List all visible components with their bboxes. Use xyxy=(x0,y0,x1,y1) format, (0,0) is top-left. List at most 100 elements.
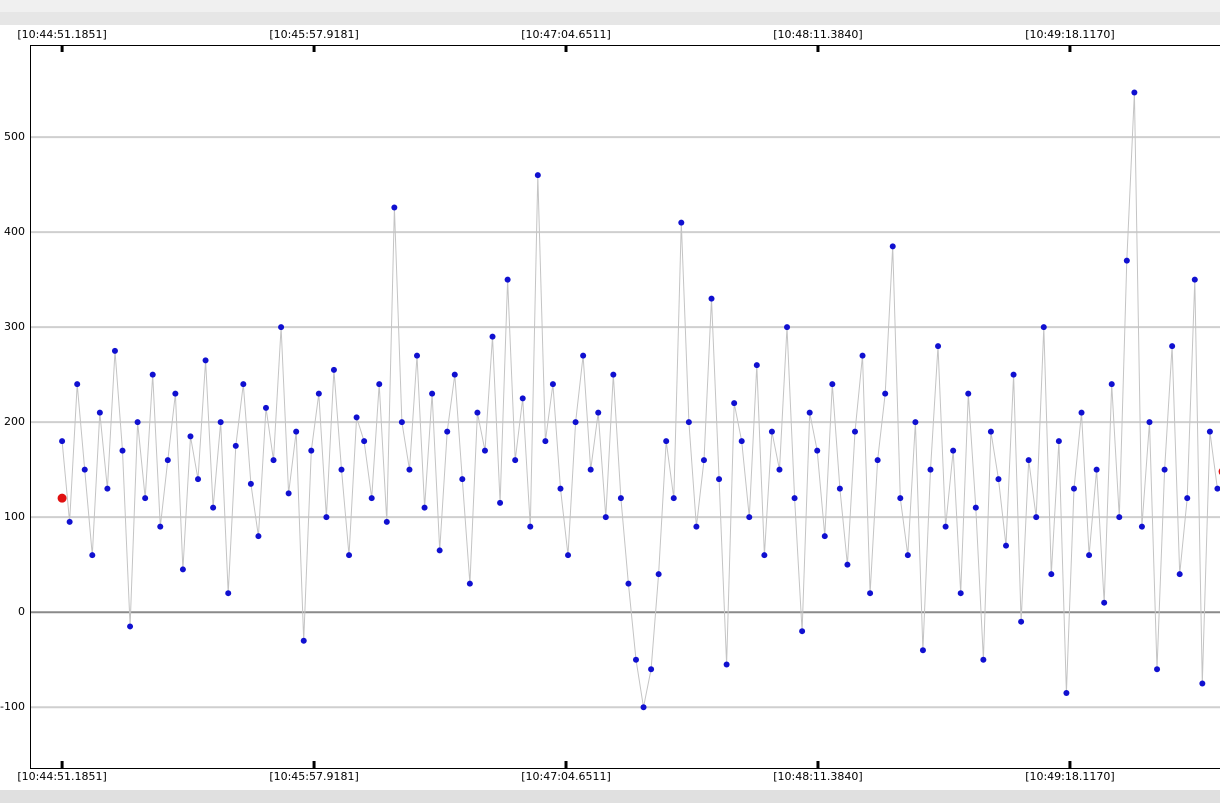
data-point xyxy=(731,400,738,407)
data-point xyxy=(542,438,549,445)
data-point xyxy=(1146,419,1153,426)
data-point xyxy=(270,457,277,464)
data-point xyxy=(1116,514,1123,521)
y-tick-label: 300 xyxy=(4,320,25,333)
data-point xyxy=(1010,371,1017,378)
data-point xyxy=(1078,409,1085,416)
data-point xyxy=(308,447,315,454)
data-point xyxy=(149,371,156,378)
series-line xyxy=(61,92,1218,708)
y-tick-label: 100 xyxy=(4,510,25,523)
data-point xyxy=(806,409,813,416)
data-point xyxy=(882,390,889,397)
data-point xyxy=(716,476,723,483)
data-point xyxy=(738,438,745,445)
data-point xyxy=(315,390,322,397)
data-point xyxy=(1138,523,1145,530)
data-point xyxy=(935,343,942,350)
data-point xyxy=(346,552,353,559)
data-point xyxy=(210,504,217,511)
data-point xyxy=(59,438,66,445)
data-point xyxy=(330,366,337,373)
data-point xyxy=(549,381,556,388)
data-point xyxy=(1025,457,1032,464)
data-point xyxy=(119,447,126,454)
data-point xyxy=(89,552,96,559)
data-point xyxy=(965,390,972,397)
data-point xyxy=(927,466,934,473)
data-point xyxy=(451,371,458,378)
data-point xyxy=(595,409,602,416)
data-point xyxy=(670,495,677,502)
data-point xyxy=(844,561,851,568)
data-point xyxy=(693,523,700,530)
data-point xyxy=(1131,89,1138,96)
data-point xyxy=(1018,618,1025,625)
data-point xyxy=(293,428,300,435)
plot-frame xyxy=(30,45,1220,769)
data-point xyxy=(459,476,466,483)
data-point xyxy=(489,333,496,340)
data-point xyxy=(81,466,88,473)
data-point xyxy=(1206,428,1213,435)
data-point xyxy=(1048,571,1055,578)
data-point xyxy=(995,476,1002,483)
bottom-strip xyxy=(0,790,1220,803)
data-point xyxy=(859,352,866,359)
data-point xyxy=(1154,666,1161,673)
data-point xyxy=(972,504,979,511)
y-tick-label: 400 xyxy=(4,225,25,238)
data-point xyxy=(776,466,783,473)
data-point xyxy=(768,428,775,435)
data-point xyxy=(421,504,428,511)
data-point xyxy=(685,419,692,426)
data-point xyxy=(398,419,405,426)
data-point xyxy=(1040,324,1047,331)
data-point xyxy=(481,447,488,454)
top-strip xyxy=(0,12,1220,25)
data-point xyxy=(142,495,149,502)
data-point xyxy=(663,438,670,445)
data-point xyxy=(640,704,647,711)
data-point xyxy=(285,490,292,497)
x-tick-label-bottom: [10:49:18.1170] xyxy=(1025,770,1114,783)
data-point xyxy=(632,656,639,663)
data-point xyxy=(247,480,254,487)
data-point xyxy=(164,457,171,464)
data-point xyxy=(942,523,949,530)
data-point xyxy=(836,485,843,492)
data-point xyxy=(504,276,511,283)
data-point xyxy=(821,533,828,540)
data-point xyxy=(391,204,398,211)
data-point xyxy=(655,571,662,578)
data-point xyxy=(761,552,768,559)
data-point xyxy=(557,485,564,492)
data-point xyxy=(829,381,836,388)
data-point xyxy=(406,466,413,473)
data-point xyxy=(195,476,202,483)
data-point xyxy=(617,495,624,502)
data-point xyxy=(897,495,904,502)
data-point xyxy=(610,371,617,378)
data-point xyxy=(519,395,526,402)
data-point xyxy=(1070,485,1077,492)
data-point xyxy=(414,352,421,359)
data-point xyxy=(104,485,111,492)
data-point xyxy=(753,362,760,369)
data-point xyxy=(1003,542,1010,549)
x-tick-label-top: [10:45:57.9181] xyxy=(269,28,358,41)
data-point xyxy=(889,243,896,250)
x-tick-label-top: [10:48:11.3840] xyxy=(773,28,862,41)
x-tick-label-top: [10:44:51.1851] xyxy=(17,28,106,41)
x-tick-label-bottom: [10:47:04.6511] xyxy=(521,770,610,783)
data-point xyxy=(602,514,609,521)
data-point xyxy=(874,457,881,464)
data-point xyxy=(376,381,383,388)
data-point xyxy=(66,518,73,525)
data-point xyxy=(814,447,821,454)
data-point xyxy=(565,552,572,559)
data-point xyxy=(134,419,141,426)
data-point xyxy=(919,647,926,654)
data-point xyxy=(127,623,134,630)
